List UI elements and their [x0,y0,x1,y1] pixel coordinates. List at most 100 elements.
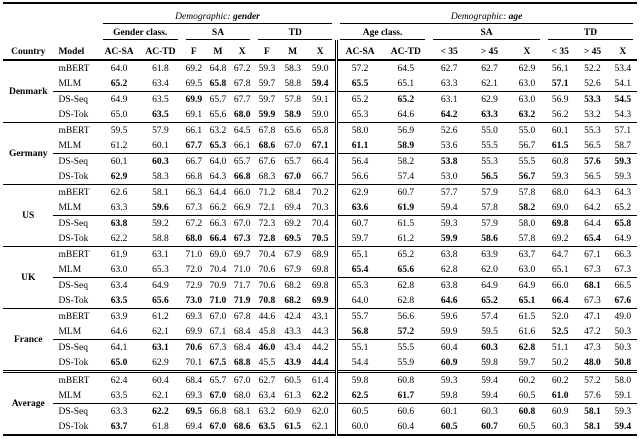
col-header-a-actd: AC-TD [390,47,421,57]
value-cell: 67.0 [284,140,301,151]
value-cell: 68.4 [181,370,206,388]
value-cell: 59.3 [428,215,470,231]
value-cell: 65.5 [334,76,383,92]
value-cell: 66.3 [181,184,206,200]
value-cell: 60.5 [440,421,458,432]
value-cell: 66.0 [230,184,255,200]
value-cell: 59.4 [469,370,510,388]
value-cell: 62.6 [98,184,140,200]
value-cell: 65.1 [397,78,415,89]
model-label: MLM [58,326,82,337]
value-cell: 63.3 [110,202,128,213]
value-cell: 64.7 [544,246,577,262]
value-cell: 69.2 [551,233,569,244]
value-cell: 69.2 [185,63,203,74]
value-cell: 43.4 [279,339,306,355]
value-cell: 66.9 [233,202,251,213]
value-cell: 50.2 [551,357,569,368]
table-row: DS-Seq 60.1 60.3 66.7 64.0 65.7 67.6 65.7 66.4 56… [3,153,637,169]
value-cell: 64.6 [110,326,128,337]
value-cell: 61.5 [382,215,429,231]
model-label: mBERT [53,246,99,262]
value-cell: 60.6 [382,403,429,419]
value-cell: 51.1 [544,339,577,355]
value-cell: 69.8 [311,264,329,275]
value-cell: 60.7 [382,184,429,200]
value-cell: 60.3 [469,339,510,355]
value-cell: 58.1 [576,403,609,419]
demographic-age-header: Demographic: age [336,3,637,24]
value-cell: 65.4 [584,233,601,244]
value-cell: 56.4 [334,153,383,169]
value-cell: 64.0 [110,63,128,74]
demographic-label: Demographic: [450,12,507,22]
value-cell: 60.4 [397,421,415,432]
value-cell: 60.0 [334,419,383,435]
value-cell: 72.9 [181,277,206,293]
value-cell: 70.9 [205,277,231,293]
value-cell: 58.6 [481,233,498,244]
age-class-header: Age class. [336,24,429,40]
value-cell: 64.6 [397,109,415,120]
value-cell: 65.2 [614,202,632,213]
value-cell: 70.4 [209,264,227,275]
col-header-a-sa-young: < 35 [440,47,458,57]
value-cell: 53.2 [584,109,601,120]
col-header-a-td-x: X [619,47,627,57]
value-cell: 65.6 [397,264,415,275]
value-cell: 59.3 [614,171,632,182]
table-row: Germany mBERT 59.5 57.9 66.1 63.2 64.5 67.8 65.6… [3,122,637,185]
value-cell: 60.5 [334,403,383,419]
value-cell: 66.1 [181,122,206,138]
value-cell: 67.0 [230,215,255,231]
value-cell: 61.3 [284,390,301,401]
value-cell: 66.3 [608,246,637,262]
value-cell: 59.0 [311,109,329,120]
value-cell: 58.3 [152,171,169,182]
value-cell: 65.2 [382,246,429,262]
value-cell: 63.0 [509,91,545,107]
value-cell: 61.1 [334,138,383,154]
value-cell: 66.5 [608,277,637,293]
value-cell: 65.2 [382,91,429,107]
value-cell: 64.9 [98,91,140,107]
value-cell: 62.9 [110,171,128,182]
value-cell: 60.9 [440,357,458,368]
value-cell: 62.2 [110,233,128,244]
value-cell: 63.4 [152,78,169,89]
value-cell: 63.2 [205,122,231,138]
value-cell: 46.0 [254,339,280,355]
value-cell: 59.7 [254,91,280,107]
value-cell: 64.0 [205,153,231,169]
value-cell: 59.4 [311,78,329,89]
value-cell: 58.9 [397,140,415,151]
value-cell: 67.0 [284,171,301,182]
value-cell: 68.4 [230,339,255,355]
value-cell: 44.3 [311,326,329,337]
value-cell: 50.3 [608,339,637,355]
value-cell: 64.5 [397,63,415,74]
model-label: DS-Tok [58,421,89,432]
col-header-g-sa-x: X [238,47,246,57]
value-cell: 60.9 [279,403,306,419]
value-cell: 64.3 [576,184,609,200]
value-cell: 68.3 [258,171,276,182]
value-cell: 65.7 [230,153,255,169]
value-cell: 71.0 [181,246,206,262]
value-cell: 55.5 [481,140,498,151]
value-cell: 69.5 [181,403,206,419]
value-cell: 65.4 [334,262,383,278]
table-row: MLM 64.6 62.1 69.9 67.1 68.4 45.8 43.3 44.3 56.8 5… [3,324,637,340]
value-cell: 52.0 [544,308,577,324]
value-cell: 68.0 [233,390,251,401]
value-cell: 61.4 [305,370,337,388]
country-label: Denmark [8,86,48,97]
model-label: MLM [58,78,82,89]
value-cell: 65.8 [608,215,637,231]
table-row: DS-Tok 65.0 63.5 69.1 65.6 68.0 59.9 58.9 59.0 65… [3,107,637,123]
value-cell: 64.0 [334,293,383,309]
value-cell: 71.9 [233,295,251,306]
value-cell: 69.4 [185,421,203,432]
value-cell: 65.6 [279,122,306,138]
value-cell: 66.7 [311,171,329,182]
